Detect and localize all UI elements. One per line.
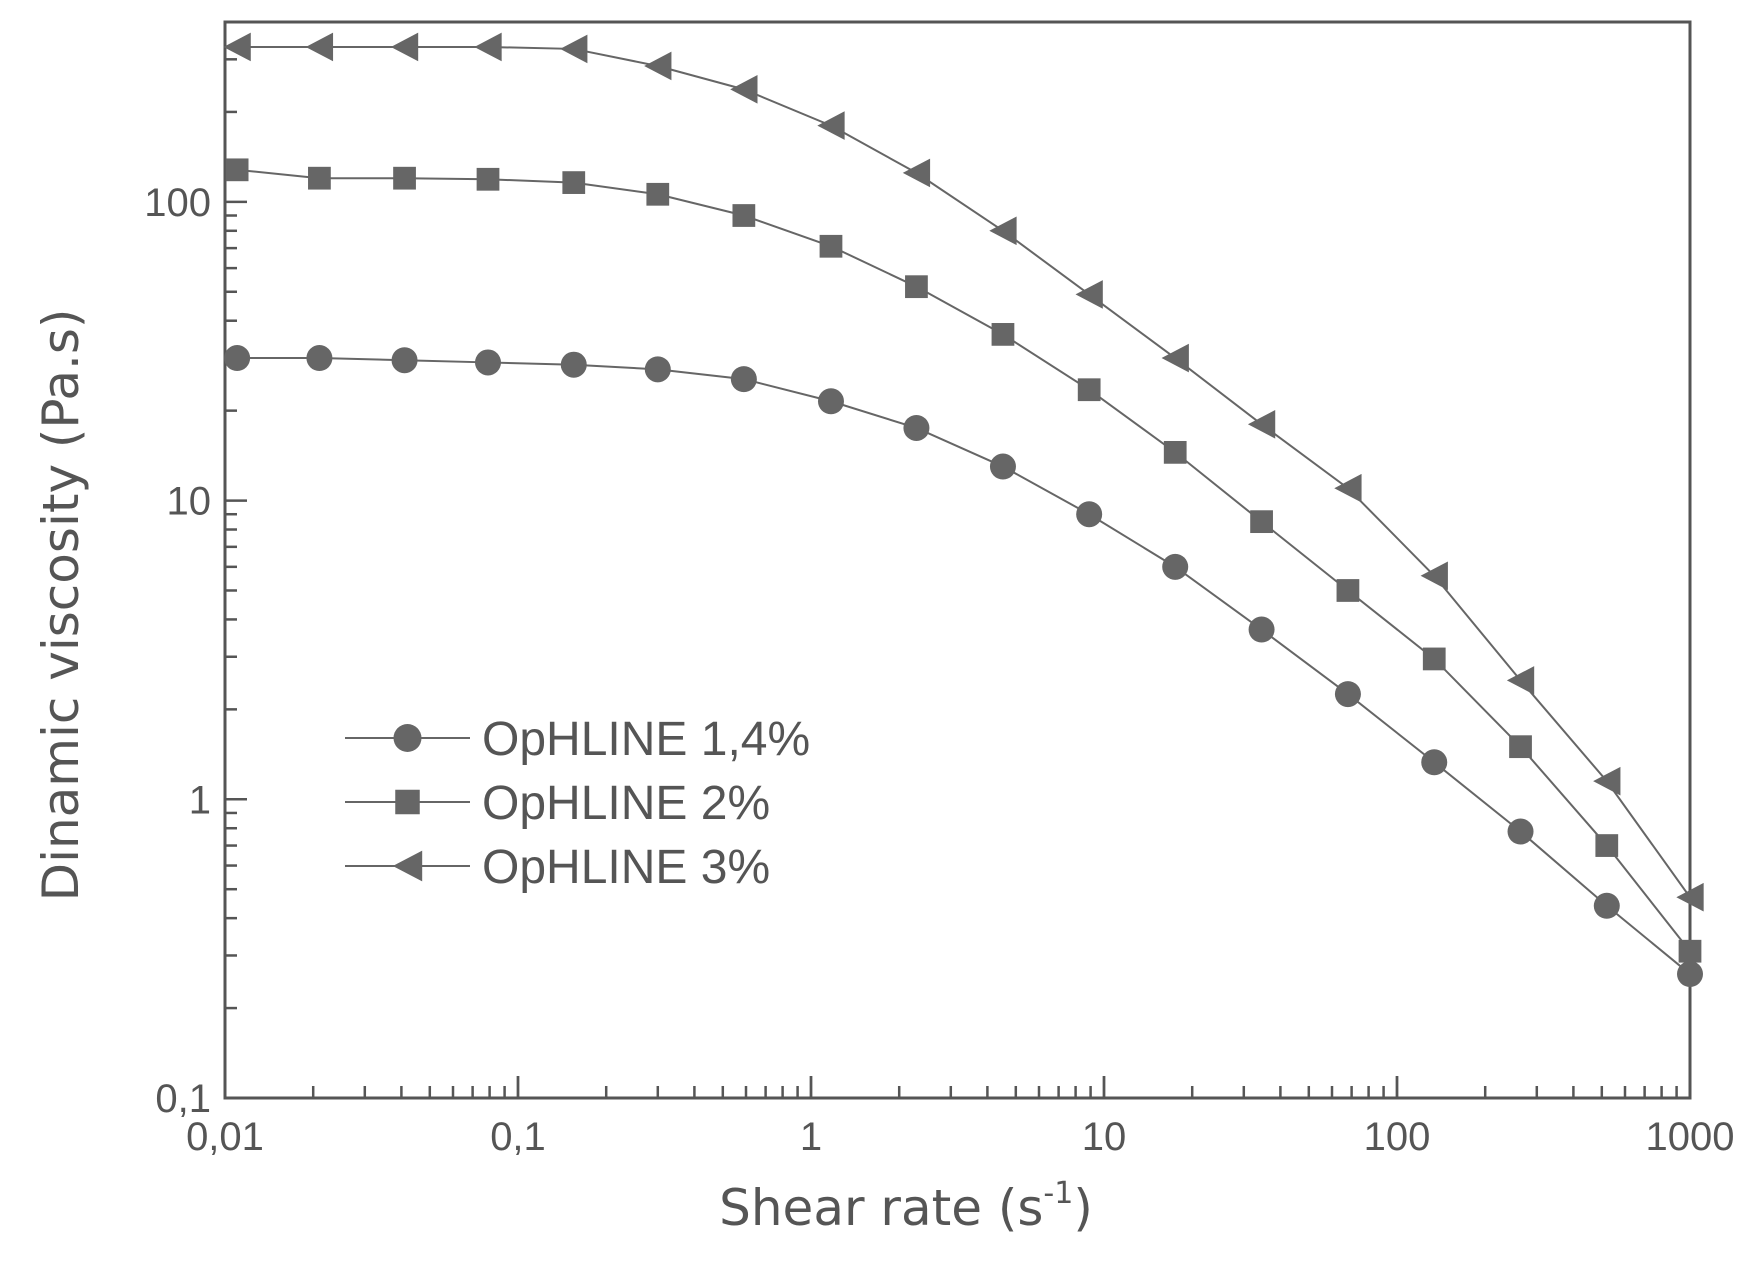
- data-point: [1506, 666, 1535, 695]
- x-tick-label: 0,01: [186, 1115, 264, 1159]
- data-point: [474, 32, 502, 62]
- x-tick-label: 10: [1082, 1115, 1127, 1159]
- y-tick-label: 1: [189, 778, 211, 822]
- y-axis: 0,1 1 10 100: [144, 20, 247, 1121]
- data-point: [390, 32, 419, 62]
- legend-label: OpHLINE 2%: [482, 777, 770, 830]
- data-point: [1250, 510, 1273, 534]
- data-point: [1595, 834, 1619, 857]
- data-point: [1509, 735, 1532, 759]
- series-3: [223, 32, 1704, 912]
- legend-marker: [392, 850, 423, 882]
- legend-item: OpHLINE 2%: [345, 777, 770, 830]
- data-point: [391, 347, 418, 374]
- data-point: [1336, 579, 1360, 602]
- data-point: [730, 75, 758, 104]
- y-tick-label: 100: [144, 181, 211, 225]
- data-point: [817, 111, 845, 140]
- y-tick-label: 10: [167, 480, 212, 524]
- data-point: [308, 166, 331, 190]
- data-point: [393, 166, 416, 190]
- series-1: [224, 345, 1703, 988]
- data-point: [475, 349, 502, 376]
- series-2: [225, 158, 1702, 963]
- data-point: [819, 234, 843, 258]
- data-point: [1677, 961, 1703, 988]
- data-point: [1507, 818, 1534, 845]
- legend-label: OpHLINE 3%: [482, 841, 770, 894]
- series-line: [237, 168, 1691, 952]
- data-point: [991, 323, 1015, 346]
- legend-label: OpHLINE 1,4%: [482, 713, 810, 766]
- data-point: [1247, 410, 1276, 439]
- data-point: [817, 388, 844, 415]
- data-point: [1163, 440, 1187, 464]
- data-point: [224, 345, 251, 372]
- data-point: [1161, 343, 1189, 373]
- legend: OpHLINE 1,4% OpHLINE 2% OpHLINE 3%: [345, 713, 810, 894]
- data-point: [1593, 892, 1620, 919]
- data-point: [562, 171, 586, 194]
- data-point: [1421, 749, 1448, 776]
- y-axis-title: Dinamic viscosity (Pa.s): [32, 309, 90, 902]
- x-tick-label: 0,1: [490, 1115, 546, 1159]
- data-point: [305, 32, 334, 62]
- data-point: [1077, 378, 1101, 402]
- legend-marker: [393, 724, 422, 752]
- data-point: [476, 167, 500, 191]
- x-axis-title: Shear rate (s-1): [719, 1176, 1093, 1237]
- legend-item: OpHLINE 1,4%: [345, 713, 810, 766]
- data-point: [732, 204, 756, 227]
- data-point: [1678, 939, 1702, 963]
- data-point: [903, 414, 930, 441]
- data-point: [644, 51, 672, 81]
- data-point: [1422, 647, 1446, 671]
- data-point: [225, 158, 249, 182]
- series-layer: [223, 32, 1704, 988]
- plot-frame: [223, 20, 1692, 1100]
- y-tick-label: 0,1: [155, 1077, 211, 1121]
- data-point: [560, 34, 588, 64]
- data-point: [1076, 501, 1103, 528]
- legend-marker: [395, 789, 420, 815]
- series-line: [237, 357, 1691, 975]
- x-tick-label: 1000: [1646, 1115, 1735, 1159]
- data-point: [1334, 681, 1361, 708]
- data-point: [905, 275, 928, 299]
- data-point: [1593, 766, 1621, 796]
- data-point: [989, 453, 1016, 480]
- x-tick-label: 100: [1364, 1115, 1431, 1159]
- data-point: [1420, 561, 1448, 591]
- series-line: [237, 45, 1691, 898]
- legend-item: OpHLINE 3%: [345, 841, 770, 894]
- data-point: [560, 351, 587, 378]
- data-point: [1676, 882, 1704, 912]
- data-point: [902, 158, 931, 188]
- x-axis: 0,01 0,1 1 10 100 1000: [186, 1076, 1734, 1159]
- data-point: [989, 216, 1017, 246]
- data-point: [1334, 473, 1362, 503]
- data-point: [306, 345, 333, 372]
- data-point: [646, 182, 670, 206]
- x-tick-label: 1: [800, 1115, 822, 1159]
- data-point: [223, 32, 251, 62]
- data-point: [1248, 616, 1275, 643]
- data-point: [1075, 280, 1103, 309]
- data-point: [1162, 553, 1189, 580]
- data-point: [730, 366, 757, 393]
- data-point: [644, 356, 671, 383]
- plot-border: [223, 20, 1692, 1100]
